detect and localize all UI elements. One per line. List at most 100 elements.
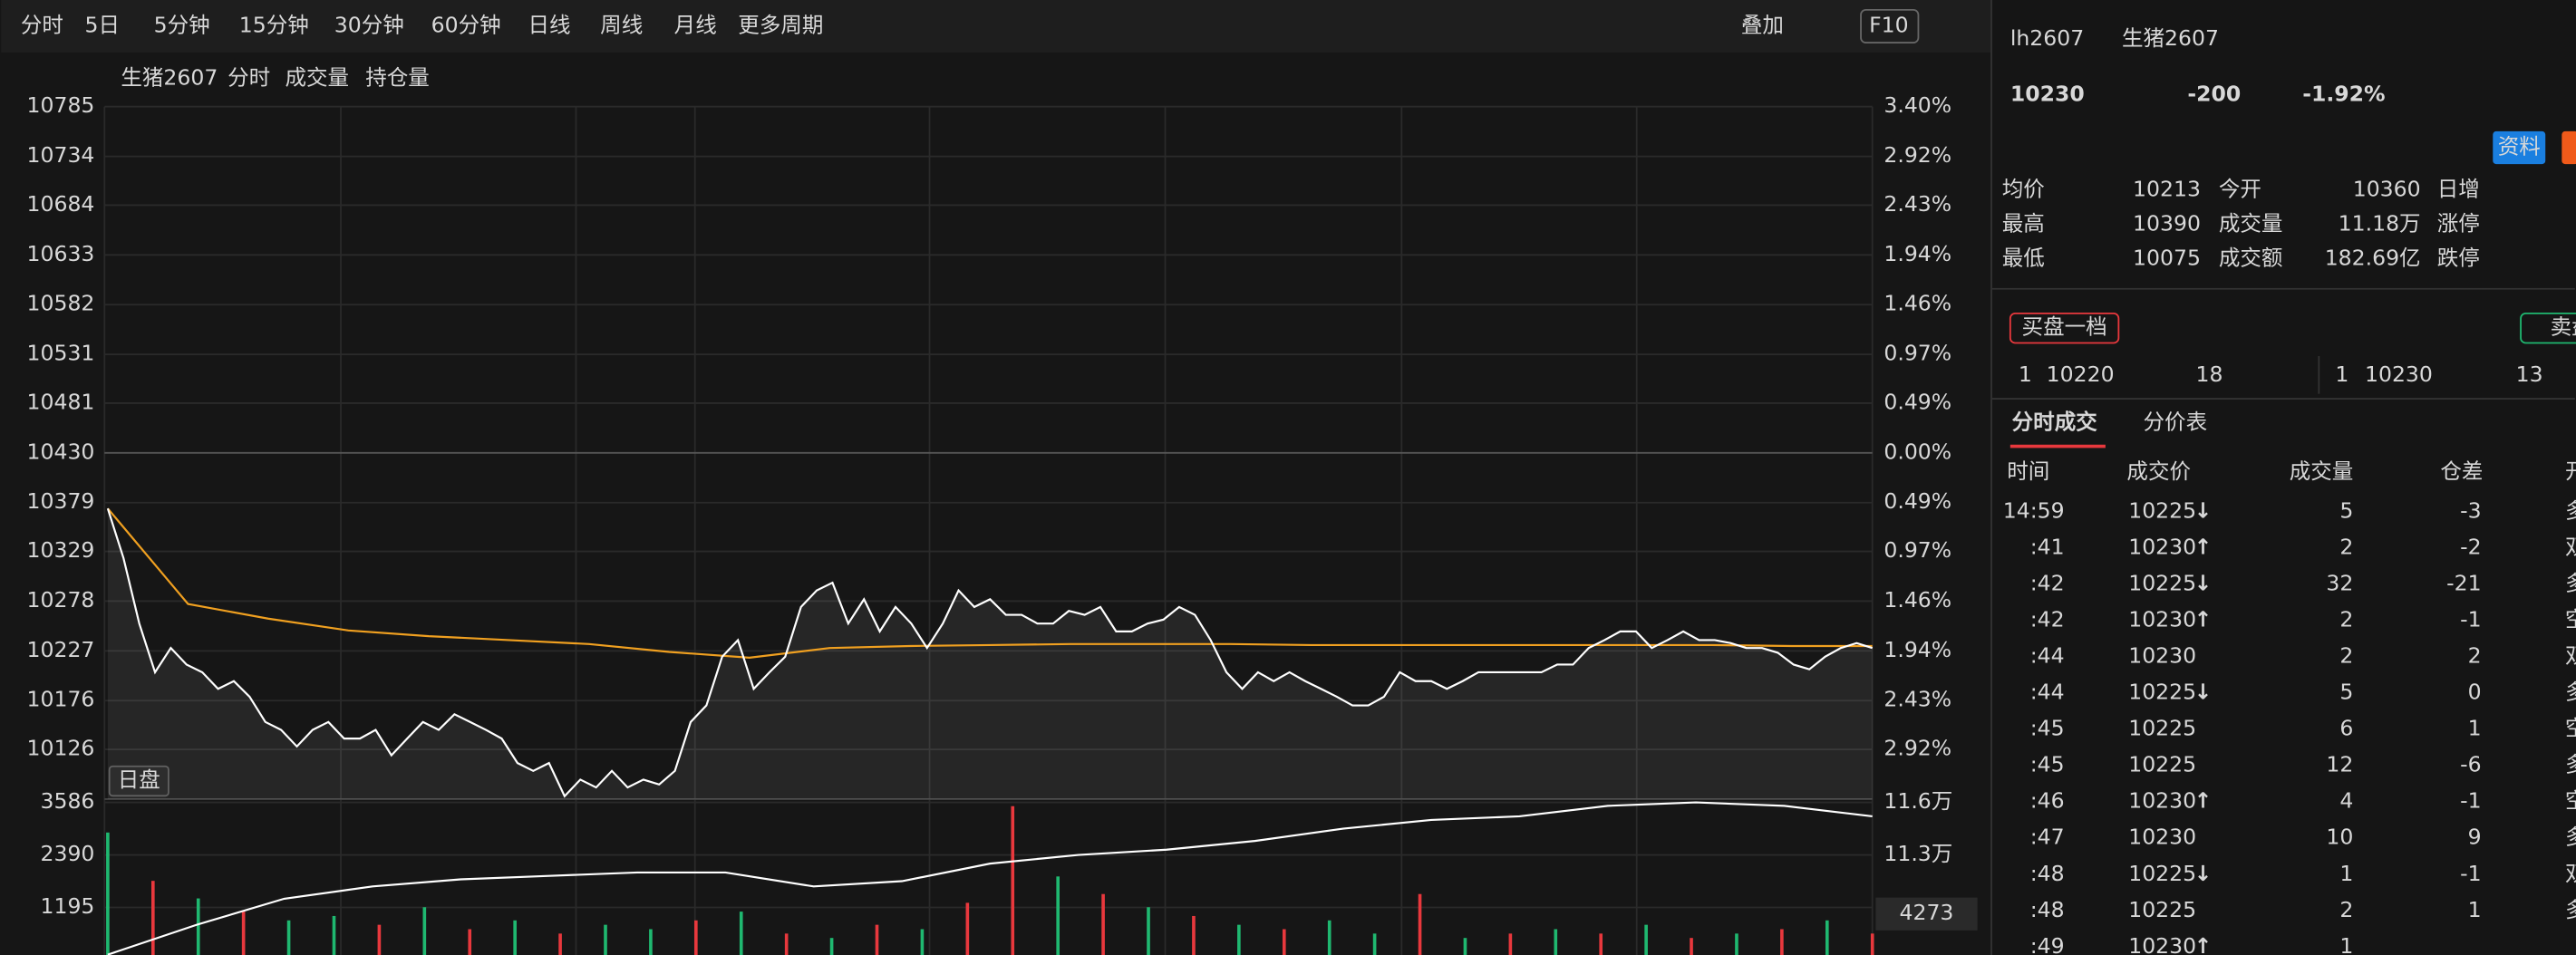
- price-tick-label: 10684: [27, 191, 95, 217]
- trade-volume: 2: [2339, 535, 2353, 560]
- level-volume: 13: [2516, 362, 2543, 387]
- trade-time: :48: [2030, 861, 2065, 886]
- trade-oi-change: -1: [2460, 607, 2481, 632]
- trade-arrow: ↑: [2194, 933, 2213, 955]
- bid-label: 买盘一档: [2022, 314, 2107, 340]
- volume-bar: [1282, 929, 1286, 955]
- period-tab[interactable]: 5日: [85, 12, 121, 37]
- trade-price: 10230: [2128, 607, 2196, 632]
- volume-tick-label: 1195: [41, 893, 95, 919]
- trade-price: 10225: [2128, 680, 2196, 705]
- trade-volume: 2: [2339, 607, 2353, 632]
- trade-oi-change: 1: [2468, 897, 2482, 922]
- volume-bar: [286, 920, 291, 955]
- volume-bar: [241, 912, 246, 955]
- pct-tick-label: 0.49%: [1884, 389, 1951, 414]
- avg-line: [107, 507, 1873, 659]
- volume-bar: [513, 920, 517, 955]
- trade-oi-change: -1: [2460, 788, 2481, 814]
- trade-price: 10225: [2128, 498, 2196, 524]
- contract-name: 生猪2607: [2122, 25, 2219, 51]
- trades-tab[interactable]: 分价表: [2144, 410, 2208, 435]
- stat-label: 成交量: [2219, 211, 2283, 236]
- trade-price: 10225: [2128, 861, 2196, 886]
- volume-bar: [1735, 933, 1738, 955]
- trade-oi-change: -1: [2460, 861, 2481, 886]
- trade-price: 10225: [2128, 752, 2196, 777]
- trade-time: 14:59: [2003, 498, 2065, 524]
- volume-bar: [1147, 907, 1150, 955]
- trade-type: 双: [2565, 643, 2576, 669]
- f10-button[interactable]: F10: [1869, 12, 1908, 37]
- volume-bar: [784, 933, 789, 955]
- period-tab[interactable]: 更多周期: [738, 12, 823, 37]
- stat-label: 成交额: [2219, 246, 2283, 271]
- volume-bar: [694, 920, 698, 955]
- volume-bar: [1463, 938, 1467, 955]
- period-tab[interactable]: 15分钟: [239, 12, 309, 37]
- volume-bar: [1327, 920, 1332, 955]
- volume-tick-label: 3586: [41, 788, 95, 814]
- level-volume: 18: [2195, 362, 2223, 387]
- period-tab[interactable]: 30分钟: [334, 12, 404, 37]
- trade-volume: 12: [2326, 752, 2353, 777]
- period-tab[interactable]: 月线: [674, 12, 717, 37]
- trade-type: 多: [2565, 897, 2576, 922]
- period-tab[interactable]: 5分钟: [154, 12, 210, 37]
- volume-bar: [422, 907, 427, 955]
- trade-arrow: ↓: [2194, 680, 2213, 705]
- trade-price: 10225: [2128, 571, 2196, 596]
- stat-label: 最高: [2002, 211, 2045, 236]
- price-tick-label: 10785: [27, 92, 95, 118]
- level: 1: [2019, 362, 2032, 387]
- trade-price: 10230: [2128, 933, 2196, 955]
- period-tab[interactable]: 日线: [528, 12, 571, 37]
- stat-value: 10075: [2133, 246, 2201, 271]
- trade-volume: 2: [2339, 643, 2353, 669]
- trade-price: 10230: [2128, 825, 2196, 850]
- trade-time: :42: [2030, 607, 2065, 632]
- pct-tick-label: 1.46%: [1884, 291, 1951, 316]
- trade-price: 10225: [2128, 897, 2196, 922]
- trade-time: :46: [2030, 788, 2065, 814]
- pct-tick-label: 1.46%: [1884, 587, 1951, 613]
- info-button[interactable]: 资料: [2498, 133, 2541, 159]
- stat-value: 10390: [2133, 211, 2201, 236]
- period-tab[interactable]: 60分钟: [431, 12, 501, 37]
- legend-item: 持仓量: [365, 64, 430, 90]
- trade-type: 多: [2565, 825, 2576, 850]
- volume-bar: [196, 898, 200, 955]
- volume-bar: [875, 924, 879, 955]
- trade-type: 空: [2565, 716, 2576, 741]
- trade-type: 空: [2565, 607, 2576, 632]
- volume-bar: [1780, 929, 1784, 955]
- trade-arrow: ↓: [2194, 571, 2213, 596]
- legend-item: 成交量: [285, 64, 349, 90]
- volume-bar: [1192, 915, 1196, 955]
- trade-oi-change: -2: [2460, 535, 2481, 560]
- level-price: 10230: [2365, 362, 2433, 387]
- trade-type: 双: [2565, 535, 2576, 560]
- trades-tab[interactable]: 分时成交: [2012, 410, 2098, 435]
- stat-label: 日增: [2437, 177, 2480, 202]
- pct-change: -1.92%: [2302, 82, 2385, 107]
- pct-tick-label: 2.92%: [1884, 142, 1951, 168]
- price-tick-label: 10278: [27, 587, 95, 613]
- volume-bar: [1870, 933, 1874, 955]
- trade-arrow: ↑: [2194, 788, 2213, 814]
- trade-arrow: ↑: [2194, 607, 2213, 632]
- level: 1: [2335, 362, 2348, 387]
- volume-bar: [1011, 805, 1015, 955]
- period-tab[interactable]: 周线: [600, 12, 643, 37]
- trade-price: 10230: [2128, 643, 2196, 669]
- price-tick-label: 10379: [27, 488, 95, 514]
- period-tab[interactable]: 分时: [21, 12, 63, 37]
- table-header: 仓差: [2440, 458, 2483, 484]
- overlay-button[interactable]: 叠加: [1741, 12, 1784, 37]
- volume-bar: [332, 915, 336, 955]
- trade-volume: 5: [2339, 498, 2353, 524]
- legend-item: 生猪2607: [121, 64, 218, 90]
- trade-price: 10230: [2128, 788, 2196, 814]
- volume-bar: [468, 929, 472, 955]
- trade-time: :44: [2030, 680, 2065, 705]
